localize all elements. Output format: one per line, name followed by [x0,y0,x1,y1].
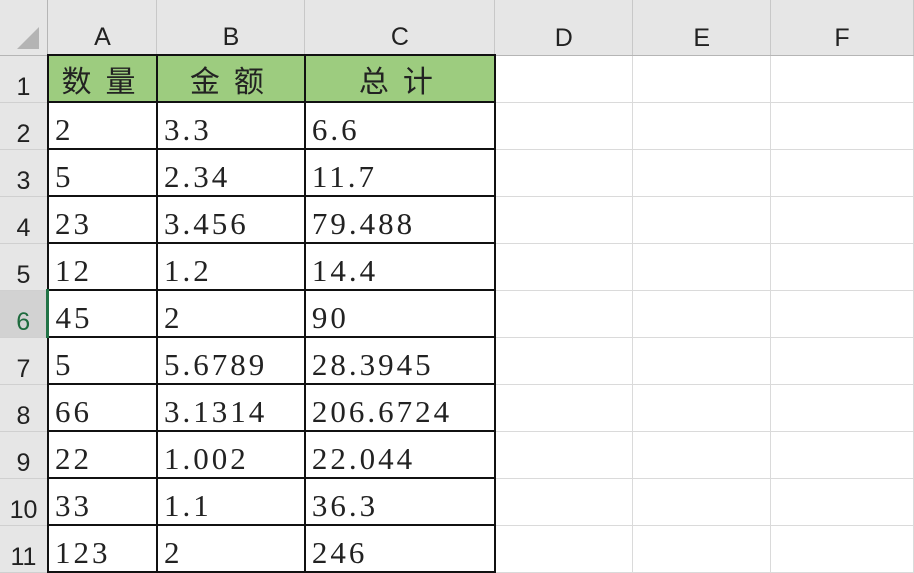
cell-f11[interactable] [770,525,914,573]
cell-b5[interactable]: 1.2 [155,242,306,291]
cell-b2[interactable]: 3.3 [155,101,306,150]
cell-a4[interactable]: 23 [46,195,158,244]
row-header-8[interactable]: 8 [0,384,49,432]
cell-c8[interactable]: 206.6724 [303,383,496,432]
column-header-f[interactable]: F [770,0,914,56]
cell-d10[interactable] [494,478,634,526]
cell-c3[interactable]: 11.7 [303,148,496,197]
cell-e2[interactable] [632,102,772,150]
cell-d11[interactable] [494,525,634,573]
cell-f3[interactable] [770,149,914,197]
column-header-b[interactable]: B [156,0,306,56]
cell-a6[interactable]: 45 [46,289,158,338]
table-row: 2 2 3.3 6.6 [0,101,914,150]
table-row: 11 123 2 246 [0,524,914,573]
table-row: 4 23 3.456 79.488 [0,195,914,244]
cell-a5[interactable]: 12 [46,242,158,291]
cell-d5[interactable] [494,243,634,291]
cell-e10[interactable] [632,478,772,526]
cell-e8[interactable] [632,384,772,432]
cell-e9[interactable] [632,431,772,479]
cell-e5[interactable] [632,243,772,291]
select-all-button[interactable] [0,0,49,56]
cell-b9[interactable]: 1.002 [155,430,306,479]
cell-d3[interactable] [494,149,634,197]
cell-f8[interactable] [770,384,914,432]
table-row: 1 数量 金额 总计 [0,54,914,103]
cell-d2[interactable] [494,102,634,150]
row-header-3[interactable]: 3 [0,149,49,197]
table-row: 9 22 1.002 22.044 [0,430,914,479]
table-row: 8 66 3.1314 206.6724 [0,383,914,432]
cell-f2[interactable] [770,102,914,150]
cell-d1[interactable] [494,55,634,103]
cell-a7[interactable]: 5 [46,336,158,385]
row-header-2[interactable]: 2 [0,102,49,150]
cell-b1[interactable]: 金额 [155,54,306,103]
table-row: 3 5 2.34 11.7 [0,148,914,197]
cell-a11[interactable]: 123 [46,524,158,573]
cell-d4[interactable] [494,196,634,244]
row-header-9[interactable]: 9 [0,431,49,479]
cell-b4[interactable]: 3.456 [155,195,306,244]
cell-c9[interactable]: 22.044 [303,430,496,479]
cell-c7[interactable]: 28.3945 [303,336,496,385]
cell-b10[interactable]: 1.1 [155,477,306,526]
row-header-10[interactable]: 10 [0,478,49,526]
cell-f9[interactable] [770,431,914,479]
row-header-6[interactable]: 6 [0,290,49,338]
cell-e3[interactable] [632,149,772,197]
cell-c1[interactable]: 总计 [303,54,496,103]
table-row: 7 5 5.6789 28.3945 [0,336,914,385]
cell-a10[interactable]: 33 [46,477,158,526]
cell-c11[interactable]: 246 [303,524,496,573]
cell-c6[interactable]: 90 [303,289,496,338]
cell-b3[interactable]: 2.34 [155,148,306,197]
table-row: 6 45 2 90 [0,289,914,338]
cell-e4[interactable] [632,196,772,244]
cell-b7[interactable]: 5.6789 [155,336,306,385]
column-header-a[interactable]: A [47,0,158,56]
cell-c2[interactable]: 6.6 [303,101,496,150]
column-header-c[interactable]: C [304,0,496,56]
cell-b6[interactable]: 2 [155,289,306,338]
cell-a8[interactable]: 66 [46,383,158,432]
cell-c10[interactable]: 36.3 [303,477,496,526]
cell-d7[interactable] [494,337,634,385]
cell-b8[interactable]: 3.1314 [155,383,306,432]
cell-e1[interactable] [632,55,772,103]
cell-a1[interactable]: 数量 [46,54,158,103]
row-header-1[interactable]: 1 [0,55,49,103]
cell-f4[interactable] [770,196,914,244]
cell-d6[interactable] [494,290,634,338]
table-row: 10 33 1.1 36.3 [0,477,914,526]
cell-a9[interactable]: 22 [46,430,158,479]
cell-a2[interactable]: 2 [46,101,158,150]
row-header-4[interactable]: 4 [0,196,49,244]
cell-a3[interactable]: 5 [46,148,158,197]
column-header-e[interactable]: E [632,0,772,56]
cell-f10[interactable] [770,478,914,526]
cell-f5[interactable] [770,243,914,291]
cell-f1[interactable] [770,55,914,103]
cell-c5[interactable]: 14.4 [303,242,496,291]
cell-f7[interactable] [770,337,914,385]
cell-b11[interactable]: 2 [155,524,306,573]
column-header-d[interactable]: D [494,0,634,56]
row-header-7[interactable]: 7 [0,337,49,385]
cell-e6[interactable] [632,290,772,338]
cell-e11[interactable] [632,525,772,573]
cell-e7[interactable] [632,337,772,385]
select-all-triangle-icon [17,26,40,49]
cell-d8[interactable] [494,384,634,432]
cell-d9[interactable] [494,431,634,479]
row-header-11[interactable]: 11 [0,525,49,573]
table-row: 5 12 1.2 14.4 [0,242,914,291]
cell-c4[interactable]: 79.488 [303,195,496,244]
row-header-5[interactable]: 5 [0,243,49,291]
cell-f6[interactable] [770,290,914,338]
